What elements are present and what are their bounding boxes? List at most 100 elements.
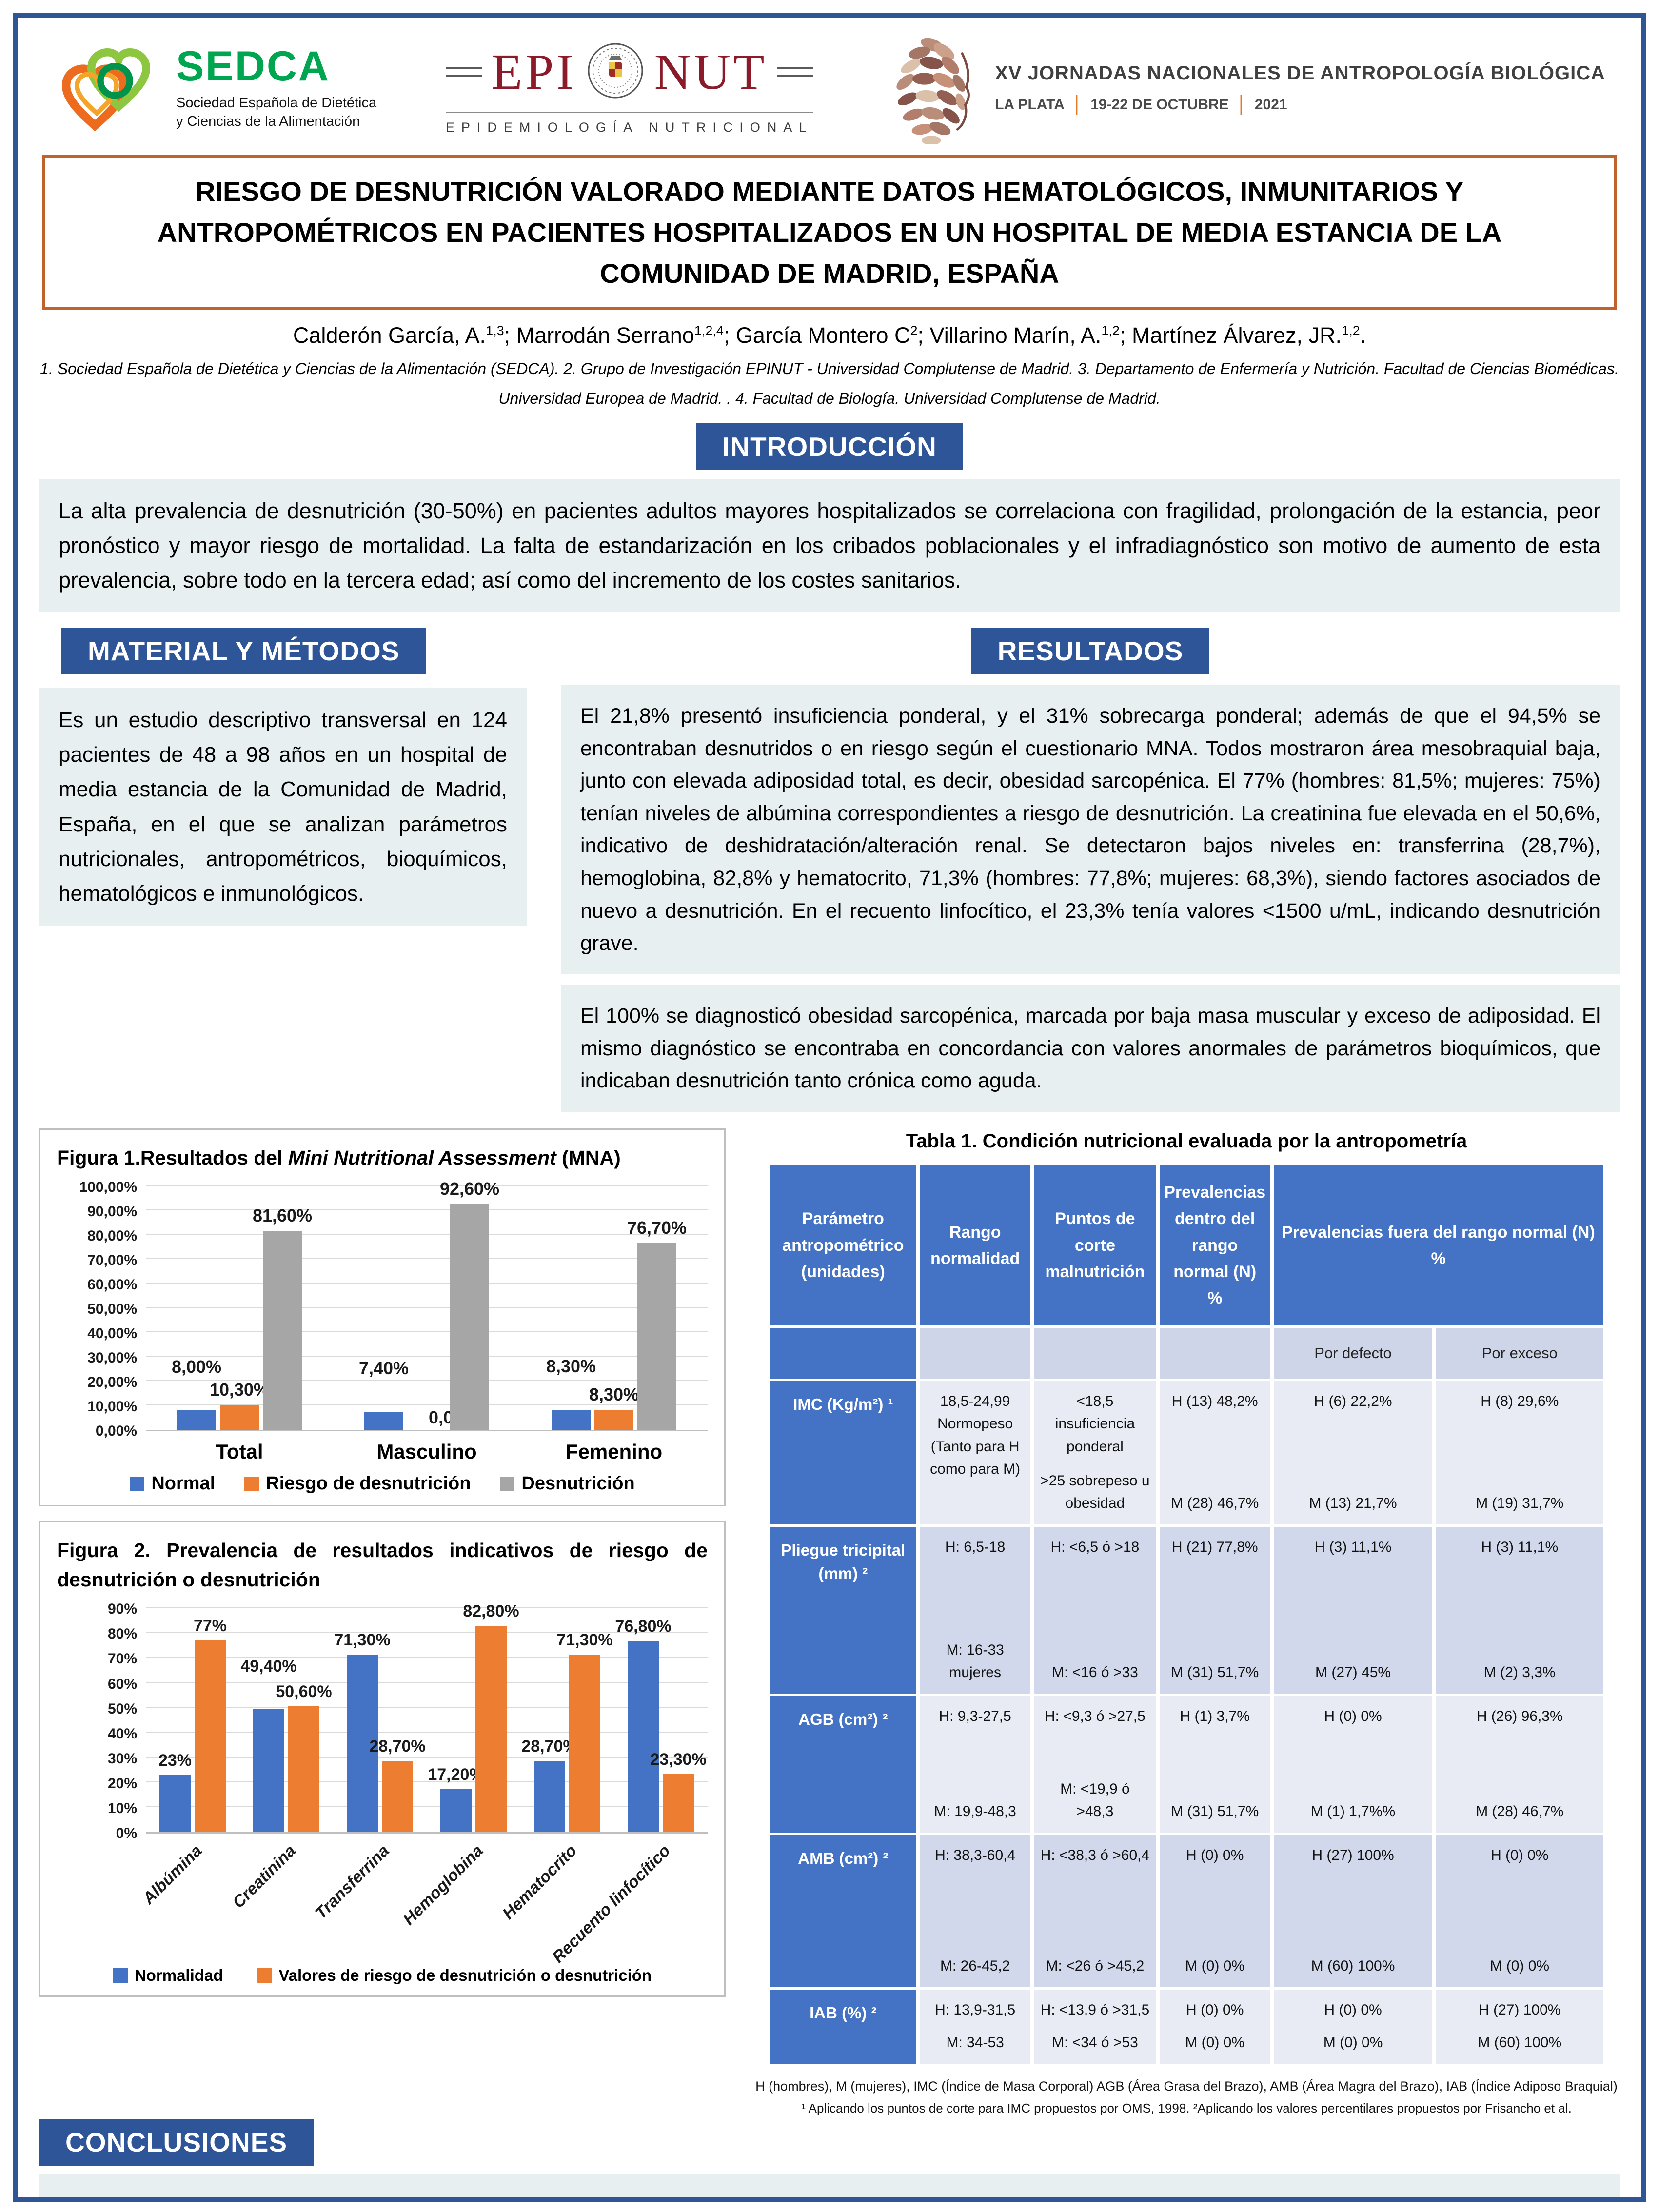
poster-frame: SEDCA Sociedad Española de Dietética y C… — [13, 13, 1646, 2202]
table-cell-exceso: H (26) 96,3% M (28) 46,7% — [1436, 1696, 1603, 1833]
figura2-title: Figura 2. Prevalencia de resultados indi… — [57, 1539, 708, 1591]
epinut-logo: EPI NUT EPIDEMIOLOGÍA NUTRICIONAL — [445, 41, 813, 135]
bar-Normalidad-Creatinina: 49,40% — [240, 1657, 297, 1833]
epinut-word-right: NUT — [654, 43, 768, 100]
y-axis: 0,00% 10,00% 20,00% 30,00% 40,00% 50,00% 60,00… — [57, 1179, 146, 1439]
gridline — [146, 1307, 708, 1308]
y-tick-label: 80,00% — [87, 1228, 137, 1244]
bar-label: 23% — [158, 1751, 192, 1770]
table-cell-rango: H: 13,9-31,5 M: 34-53 — [920, 1989, 1030, 2064]
y-tick-label: 90,00% — [87, 1204, 137, 1220]
gridline — [146, 1356, 708, 1357]
table-row: Pliegue tricipital (mm) ² H: 6,5-18 M: 16-… — [770, 1526, 1603, 1694]
y-tick-label: 0% — [116, 1825, 137, 1842]
bar-label: 10,30% — [209, 1379, 270, 1400]
material-heading: MATERIAL Y MÉTODOS — [61, 627, 426, 674]
introduccion-text: La alta prevalencia de desnutrición (30-… — [39, 478, 1620, 612]
table-column: Tabla 1. Condición nutricional evaluada … — [753, 1128, 1620, 2116]
x-tick-label: Hemoglobina — [399, 1841, 487, 1929]
bar-group-Femenino: 8,30% 8,30% 76,70% — [520, 1186, 708, 1430]
bar-Riesgo de desnutrición-Total: 10,30% — [210, 1380, 269, 1430]
y-tick-label: 20% — [107, 1776, 137, 1792]
y-tick-label: 10% — [107, 1800, 137, 1817]
figura2-chart: 0% 10% 20% 30% 40% 50% 60% 70% 80% 90% 23% 77% 49,40… — [57, 1601, 708, 1985]
separator: │ — [1072, 95, 1083, 114]
y-tick-label: 50% — [107, 1700, 137, 1717]
bar-group-Masculino: 7,40%0,00%92,60% — [333, 1179, 520, 1430]
affiliations: 1. Sociedad Española de Dietética y Cien… — [39, 354, 1620, 414]
table-cell-dentro: H (21) 77,8% M (31) 51,7% — [1160, 1526, 1270, 1694]
tabla1-footnote-refs: ¹ Aplicando los puntos de corte para IMC… — [801, 2100, 1572, 2115]
epinut-word-left: EPI — [491, 43, 576, 100]
x-tick-label: Total — [216, 1440, 263, 1463]
table-cell-rango: H: 6,5-18 M: 16-33 mujeres — [920, 1526, 1030, 1694]
plot-area: 8,00%10,30%81,60%7,40%0,00%92,60%8,30%8,… — [146, 1179, 708, 1432]
column-header: Prevalencias dentro del rango normal (N)… — [1160, 1165, 1270, 1325]
bar-Normalidad-Hemoglobina: 17,20% — [428, 1765, 484, 1833]
y-tick-label: 80% — [107, 1626, 137, 1642]
table-cell-defecto: H (0) 0% M (0) 0% — [1273, 1989, 1433, 2064]
y-tick-label: 40,00% — [87, 1325, 137, 1342]
bar-label: 92,60% — [439, 1179, 500, 1199]
x-tick-label: Hematocrito — [498, 1841, 580, 1923]
authors-line: Calderón García, A.1,3; Marrodán Serrano… — [293, 323, 1366, 348]
resultados-heading: RESULTADOS — [971, 627, 1210, 674]
bar-label: 17,20% — [428, 1765, 484, 1784]
gridline — [146, 1258, 708, 1260]
legend-swatch — [244, 1476, 259, 1491]
gridline — [146, 1404, 708, 1406]
resultados-column: RESULTADOS El 21,8% presentó insuficienc… — [561, 627, 1620, 1112]
table-cell-puntos: H: <38,3 ó >60,4 M: <26 ó >45,2 — [1034, 1835, 1156, 1987]
table-cell-dentro: H (0) 0% M (0) 0% — [1160, 1835, 1270, 1987]
table-cell-rango: H: 38,3-60,4 M: 26-45,2 — [920, 1835, 1030, 1987]
sedca-name: SEDCA — [176, 43, 331, 90]
y-tick-label: 30% — [107, 1750, 137, 1767]
legend-swatch — [500, 1476, 515, 1491]
affiliation-line: Universidad Europea de Madrid. . 4. Facu… — [498, 389, 1161, 407]
table-cell-defecto: H (0) 0% M (1) 1,7%% — [1273, 1696, 1433, 1833]
material-text: Es un estudio descriptivo transversal en… — [39, 688, 527, 926]
y-tick-label: 10,00% — [87, 1399, 137, 1415]
bar-group-Hemoglobina: 17,20% 82,80% — [427, 1602, 520, 1833]
bar-Desnutrición-Femenino: 76,70% — [627, 1218, 687, 1430]
gridline — [146, 1806, 708, 1808]
y-tick-label: 40% — [107, 1725, 137, 1742]
gridline — [146, 1607, 708, 1608]
parameter-cell: Pliegue tricipital (mm) ² — [770, 1526, 917, 1694]
table-cell-defecto: H (27) 100% M (60) 100% — [1273, 1835, 1433, 1987]
bar-Valores de riesgo de desnutrición o desnutrición-Hemoglobina: 82,80% — [463, 1602, 519, 1833]
bar-label: 71,30% — [556, 1630, 613, 1649]
epinut-subtitle: EPIDEMIOLOGÍA NUTRICIONAL — [445, 112, 813, 135]
sub-header: Por exceso — [1436, 1327, 1603, 1379]
bar-label: 28,70% — [521, 1737, 578, 1756]
bar-group-Total: 8,00% 10,30% 81,60% — [146, 1186, 333, 1430]
legend-swatch — [130, 1476, 145, 1491]
affiliation-line: 1. Sociedad Española de Dietética y Cien… — [40, 360, 1619, 377]
title-box: RIESGO DE DESNUTRICIÓN VALORADO MEDIANTE… — [42, 155, 1617, 310]
bar-Valores de riesgo de desnutrición o desnutrición-Recuento linfocítico: 23,30% — [650, 1750, 707, 1833]
bar-Normalidad-Recuento linfocítico: 76,80% — [615, 1617, 672, 1833]
figura1-title: Figura 1.Resultados del Mini Nutritional… — [57, 1146, 621, 1169]
sub-header: Por defecto — [1273, 1327, 1433, 1379]
bar-label: 76,80% — [615, 1617, 672, 1636]
table-cell-puntos: H: <13,9 ó >31,5 M: <34 ó >53 — [1034, 1989, 1156, 2064]
jornadas-title: XV JORNADAS NACIONALES DE ANTROPOLOGÍA B… — [995, 62, 1605, 84]
bar-label: 71,30% — [334, 1630, 391, 1649]
gridline — [146, 1331, 708, 1333]
hands-face-icon — [882, 30, 982, 147]
legend-item: Desnutrición — [500, 1473, 635, 1494]
x-axis: Albúmina Creatinina Transferrina Hemoglobin… — [139, 1834, 708, 1967]
figures-column: Figura 1.Resultados del Mini Nutritional… — [39, 1128, 726, 2012]
figura2-box: Figura 2. Prevalencia de resultados indi… — [39, 1521, 726, 1997]
table-cell-dentro: H (0) 0% M (0) 0% — [1160, 1989, 1270, 2064]
y-tick-label: 70% — [107, 1651, 137, 1667]
tabla1-table: Parámetro antropométrico (unidades) Rango… — [766, 1163, 1607, 2066]
legend-swatch — [113, 1968, 128, 1983]
ucm-crest-icon — [586, 41, 645, 102]
table-cell-rango: H: 9,3-27,5 M: 19,9-48,3 — [920, 1696, 1030, 1833]
figura1-chart: 0,00% 10,00% 20,00% 30,00% 40,00% 50,00% 60,00… — [57, 1179, 708, 1494]
table-cell-puntos: H: <6,5 ó >18 M: <16 ó >33 — [1034, 1526, 1156, 1694]
table-cell-defecto: H (3) 11,1% M (27) 45% — [1273, 1526, 1433, 1694]
bar-Normalidad-Albúmina: 23% — [158, 1751, 192, 1833]
x-tick-label: Femenino — [565, 1440, 663, 1463]
